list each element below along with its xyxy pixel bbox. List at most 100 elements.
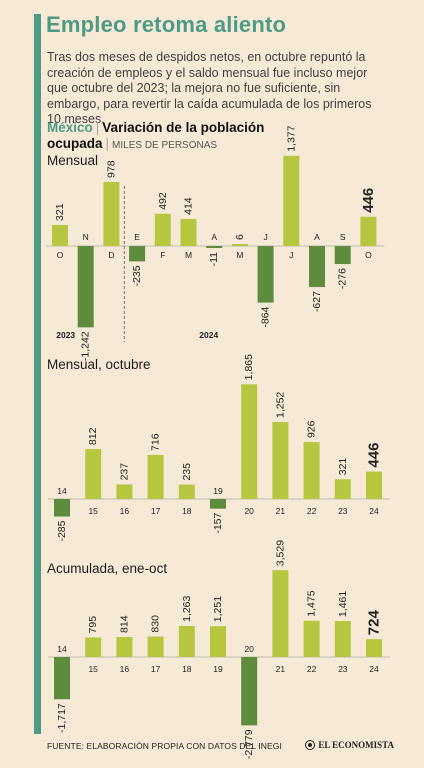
data-label: 3,529 [274,540,286,566]
data-label: -235 [131,265,143,286]
bar [272,422,289,499]
source-note: FUENTE: ELABORACIÓN PROPIA CON DATOS DEL… [47,741,282,751]
tick-label: 15 [88,506,98,516]
bar [147,454,164,499]
tick-label: 21 [276,664,286,674]
section-title-mensual: Mensual [47,153,99,168]
section-title-acumulada: Acumulada, ene-oct [47,561,168,576]
tick-label: M [236,250,243,260]
data-label: 492 [157,192,169,210]
bar [210,626,226,657]
tick-label: A [211,232,217,242]
tick-label: N [83,232,89,242]
bar [303,620,320,657]
data-label: 1,461 [337,591,349,617]
bar [129,246,146,262]
data-label: -1,242 [80,331,92,361]
brand-name: EL ECONOMISTA [318,740,394,750]
data-label: 814 [118,615,130,633]
tick-label: J [263,232,267,242]
chart-header-line2: ocupada | MILES DE PERSONAS [47,136,217,151]
accent-bar [34,14,41,734]
brand-logo: EL ECONOMISTA [305,740,394,750]
data-label: 1,377 [285,125,297,151]
tick-label: 15 [88,664,98,674]
brand-icon [305,740,316,750]
tick-label: A [314,232,320,242]
tick-label: 16 [120,506,130,516]
metric-label-cont: ocupada [47,136,103,151]
bar [85,637,102,657]
data-label: -276 [337,268,349,289]
bar [147,636,164,657]
data-label: -2,779 [243,729,255,759]
bar [154,213,171,246]
data-label: 795 [87,616,99,634]
tick-label: 16 [120,664,130,674]
bar [334,479,351,499]
data-label: 237 [118,463,130,481]
bar [180,218,197,246]
tick-label: 24 [369,664,379,674]
data-label: 446 [360,188,377,213]
bar [309,246,325,288]
tick-label: 19 [213,664,223,674]
tick-label: F [160,250,165,260]
data-label: 812 [87,427,99,445]
bar [116,484,133,499]
tick-label: O [57,250,64,260]
year-label: 2024 [199,330,218,340]
tick-label: O [365,250,372,260]
data-label: 830 [150,615,162,633]
bar [366,639,382,657]
data-label: 321 [337,458,349,476]
unit-label: MILES DE PERSONAS [112,140,218,151]
data-label: 926 [306,420,318,438]
data-label: 1,475 [306,590,318,616]
data-label: 1,865 [243,354,255,380]
data-label: 1,251 [212,596,224,622]
bar [116,636,133,657]
tick-label: D [108,250,114,260]
tick-label: 18 [182,506,192,516]
tick-label: 19 [213,486,223,496]
bar [283,155,300,246]
tick-label: 17 [151,506,161,516]
bar [54,657,70,700]
header-separator-2: | [105,136,110,151]
tick-label: E [134,232,140,242]
bar [206,246,223,248]
bar [103,181,120,246]
tick-label: 21 [276,506,286,516]
bar [303,442,320,499]
data-label: 6 [234,234,246,240]
header-separator: | [95,120,100,135]
data-label: 724 [366,610,383,636]
tick-label: S [340,232,346,242]
data-label: 716 [150,433,162,451]
tick-label: 22 [307,664,317,674]
year-label: 2023 [56,330,75,340]
country-label: México [47,120,93,135]
bar [334,246,351,265]
tick-label: J [289,250,293,260]
tick-label: M [185,250,192,260]
data-label: -1,717 [56,703,68,733]
tick-label: 23 [338,664,348,674]
tick-label: 23 [338,506,348,516]
bar [241,384,258,499]
data-label: -11 [208,252,220,267]
bar [178,484,195,499]
data-label: -157 [212,512,224,533]
tick-label: 20 [244,506,254,516]
bar [178,625,195,657]
section-title-octubre: Mensual, octubre [47,357,151,372]
data-label: 446 [366,443,383,468]
bar [241,657,258,726]
tick-label: 17 [151,664,161,674]
data-label: -627 [311,291,323,312]
tick-label: 20 [244,644,254,654]
tick-label: 24 [369,506,379,516]
bar [366,471,382,499]
